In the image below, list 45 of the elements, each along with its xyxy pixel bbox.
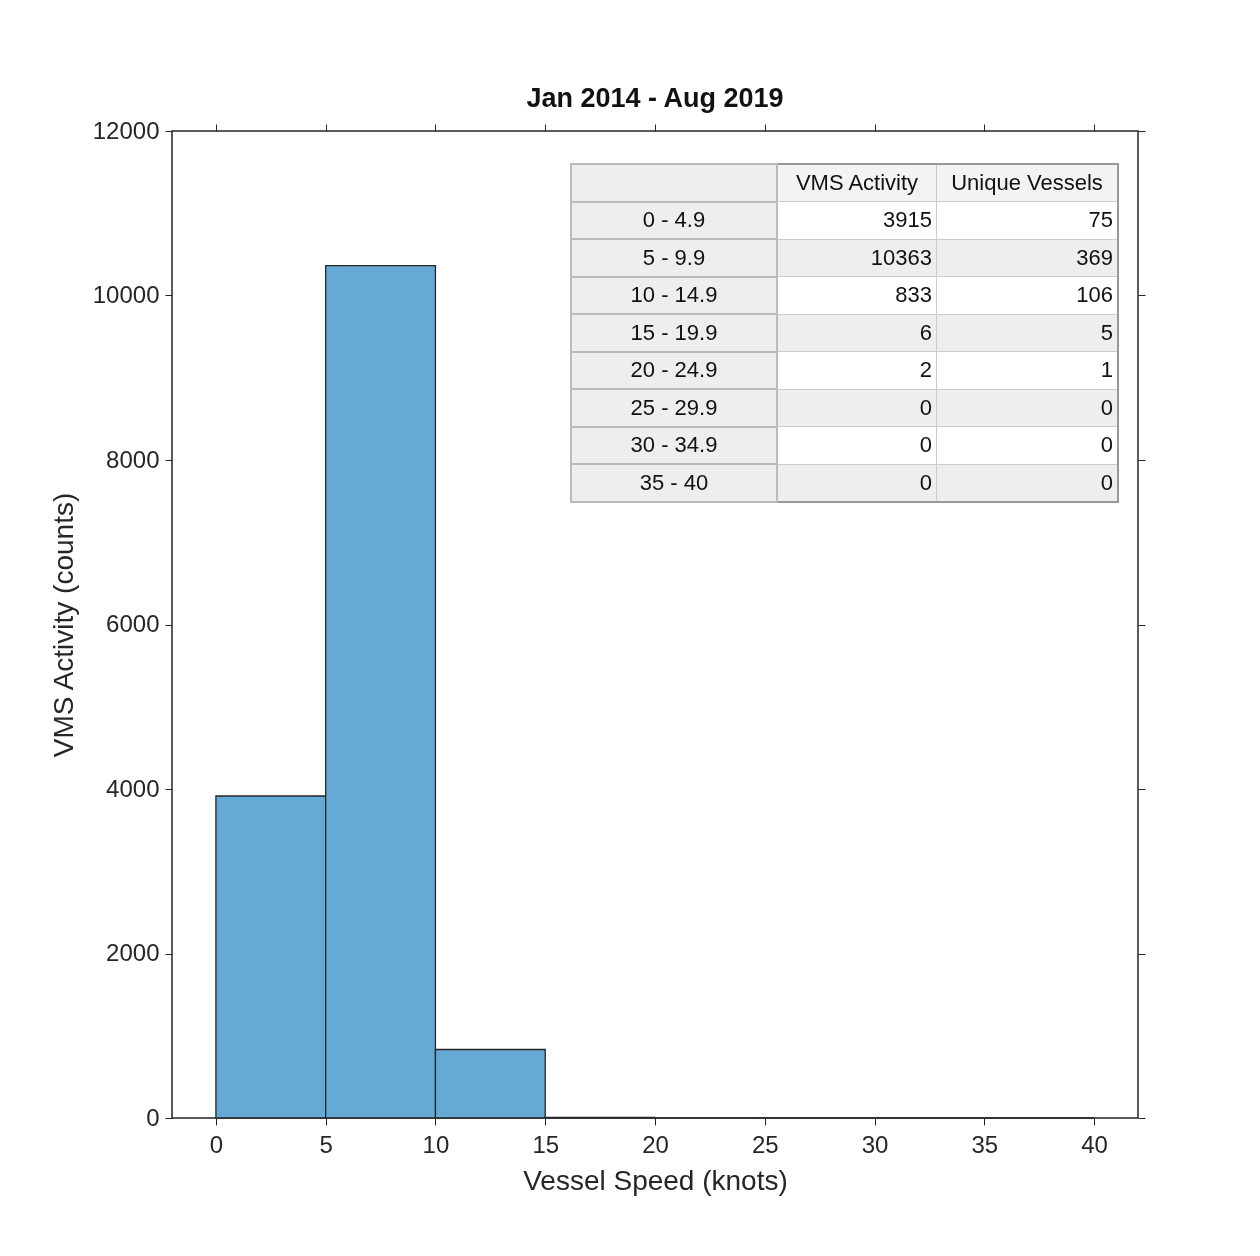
category-label: 5 - 9.9 bbox=[571, 239, 777, 277]
data-label: 0 bbox=[777, 389, 937, 427]
y-tick-label: 12000 bbox=[92, 116, 160, 144]
y-tick-label: 10000 bbox=[92, 281, 160, 308]
series-label: VMS Activity bbox=[777, 164, 937, 202]
data-label: 0 bbox=[936, 389, 1118, 427]
data-label: 0 bbox=[777, 464, 937, 502]
x-tick-label: 35 bbox=[971, 1130, 999, 1158]
category-label: 25 - 29.9 bbox=[571, 389, 777, 427]
data-label: 0 bbox=[777, 426, 937, 464]
x-tick-label: 40 bbox=[1081, 1130, 1108, 1158]
category-label: 15 - 19.9 bbox=[571, 314, 777, 352]
data-label: 0 bbox=[936, 464, 1118, 502]
data-label: 0 bbox=[936, 426, 1118, 464]
x-tick-label: 25 bbox=[751, 1130, 779, 1158]
data-label: 106 bbox=[936, 276, 1118, 314]
category-label: 0 - 4.9 bbox=[571, 201, 777, 239]
chart-title: Jan 2014 - Aug 2019 bbox=[526, 83, 784, 113]
x-tick-label: 10 bbox=[422, 1130, 450, 1158]
category-label: 20 - 24.9 bbox=[571, 351, 777, 389]
y-tick-label: 2000 bbox=[106, 939, 160, 966]
x-axis-title: Vessel Speed (knots) bbox=[523, 1164, 788, 1196]
data-label: 6 bbox=[777, 314, 937, 352]
category-label: 10 - 14.9 bbox=[571, 276, 777, 314]
x-tick-label: 20 bbox=[642, 1130, 669, 1158]
y-tick-label: 6000 bbox=[106, 610, 160, 637]
x-tick-label: 15 bbox=[532, 1130, 560, 1158]
category-label: 30 - 34.9 bbox=[571, 426, 777, 464]
y-tick-label: 8000 bbox=[106, 445, 160, 473]
data-label: 75 bbox=[936, 201, 1118, 239]
x-tick-label: 0 bbox=[209, 1130, 224, 1158]
y-axis-title: VMS Activity (counts) bbox=[47, 492, 79, 758]
data-label: 833 bbox=[777, 276, 937, 314]
data-label: 3915 bbox=[777, 201, 937, 239]
series-label: Unique Vessels bbox=[936, 164, 1118, 202]
data-label: 369 bbox=[936, 239, 1118, 277]
data-label: 5 bbox=[936, 314, 1118, 352]
category-label: 35 - 40 bbox=[571, 464, 777, 502]
data-label: 1 bbox=[936, 351, 1118, 389]
y-tick-label: 0 bbox=[146, 1103, 160, 1131]
x-tick-label: 5 bbox=[319, 1130, 333, 1158]
data-label: 10363 bbox=[777, 239, 937, 277]
data-label: 2 bbox=[777, 351, 937, 389]
x-tick-label: 30 bbox=[861, 1130, 889, 1158]
y-tick-label: 4000 bbox=[106, 774, 160, 802]
